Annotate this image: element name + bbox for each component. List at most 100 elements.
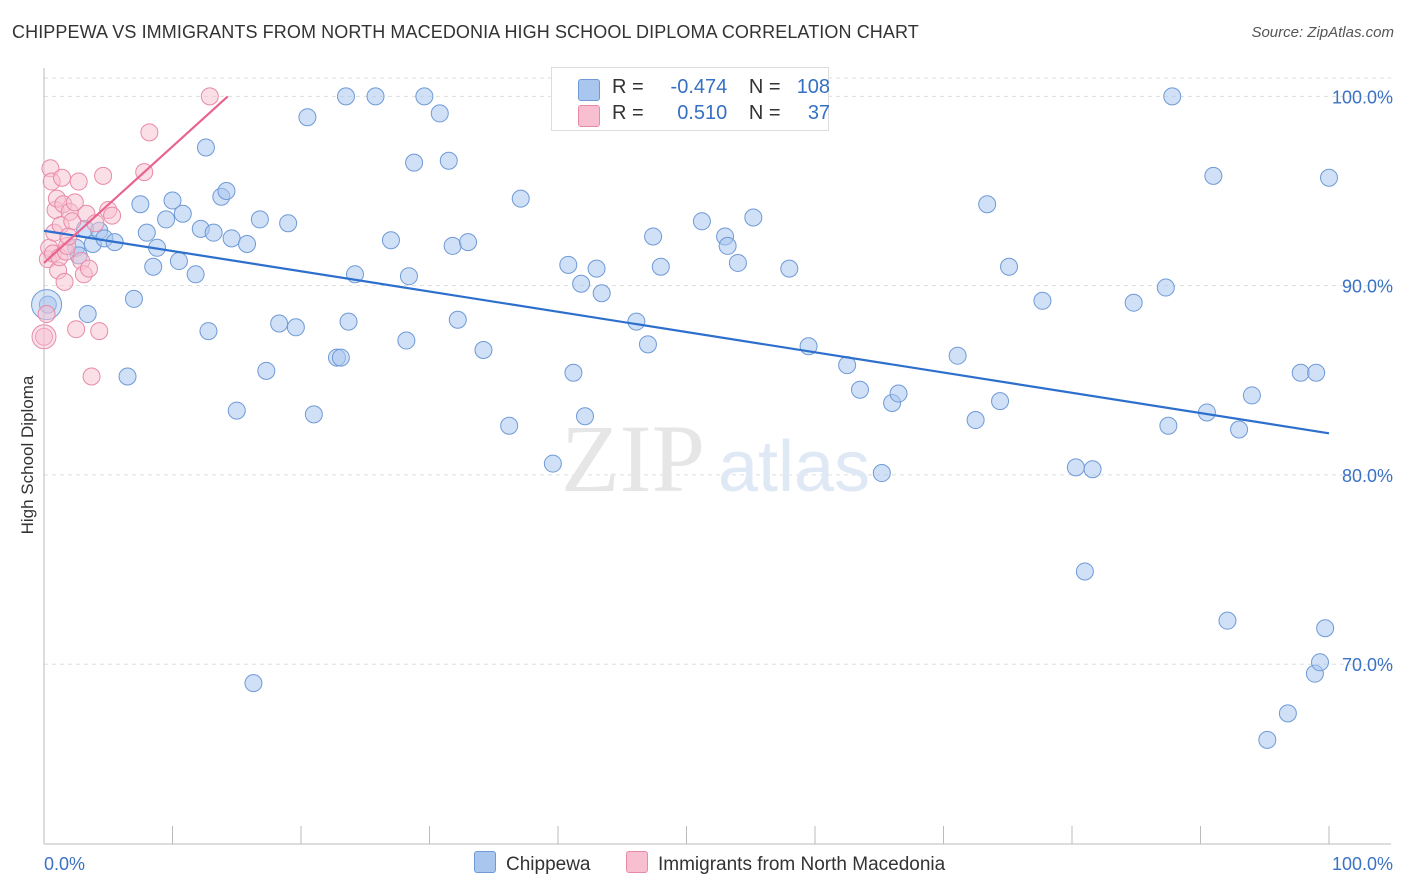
chippewa-point	[137, 223, 156, 242]
chippewa-point	[199, 322, 218, 341]
legend-r-value: -0.474	[670, 76, 728, 98]
chippewa-point	[1242, 386, 1261, 405]
chippewa-point	[227, 401, 246, 420]
chippewa-point	[279, 214, 298, 233]
axes	[43, 68, 1391, 845]
chippewa-point	[511, 189, 530, 208]
north-macedonia-point	[103, 206, 122, 225]
y-tick-label: 100.0%	[1332, 87, 1393, 107]
north-macedonia-point	[79, 259, 98, 278]
chippewa-point	[443, 236, 462, 255]
chippewa-point	[124, 289, 143, 308]
chippewa-point	[978, 195, 997, 214]
north-macedonia-point	[94, 166, 113, 185]
chippewa-point	[169, 252, 188, 271]
chippewa-point	[157, 210, 176, 229]
chippewa-point	[217, 182, 236, 201]
y-tick-label: 70.0%	[1342, 655, 1393, 675]
bottom-legend-chippewa: Chippewa	[474, 851, 591, 876]
chippewa-point	[331, 348, 350, 367]
watermark: ZIP atlas	[561, 405, 870, 512]
chippewa-point	[1066, 458, 1085, 477]
chippewa-point	[1159, 416, 1178, 435]
legend-n-label: N =	[748, 102, 781, 124]
chippewa-point	[1000, 257, 1019, 276]
legend-swatch-blue	[578, 79, 600, 101]
chippewa-point	[728, 253, 747, 272]
chippewa-point	[889, 384, 908, 403]
chippewa-point	[186, 265, 205, 284]
north-macedonia-trend-line	[43, 95, 229, 264]
chippewa-point	[204, 223, 223, 242]
chippewa-point	[474, 341, 493, 360]
chippewa-point	[78, 305, 97, 324]
chippewa-point	[405, 153, 424, 172]
chippewa-point	[543, 454, 562, 473]
chippewa-point	[780, 259, 799, 278]
chippewa-point	[257, 361, 276, 380]
chippewa-point	[948, 346, 967, 365]
gridlines	[44, 77, 1391, 665]
x-tick-label: 0.0%	[44, 854, 85, 874]
north-macedonia-point	[55, 272, 74, 291]
chippewa-point	[1307, 363, 1326, 382]
bottom-legend-label: Chippewa	[506, 854, 591, 875]
correlation-legend: R = -0.474 N = 108 R = 0.510 N = 37	[551, 67, 831, 131]
north-macedonia-point	[37, 305, 56, 324]
chippewa-point	[238, 235, 257, 254]
north-macedonia-points	[31, 87, 219, 386]
chippewa-point	[163, 191, 182, 210]
source-label: Source: ZipAtlas.com	[1251, 24, 1394, 41]
chippewa-point	[718, 236, 737, 255]
chippewa-point	[991, 392, 1010, 411]
chippewa-point	[250, 210, 269, 229]
chippewa-point	[627, 312, 646, 331]
north-macedonia-point	[52, 168, 71, 187]
bottom-swatch-blue	[474, 851, 496, 873]
chippewa-point	[399, 267, 418, 286]
chippewa-point	[339, 312, 358, 331]
chippewa-point	[559, 255, 578, 274]
chippewa-point	[118, 367, 137, 386]
legend-swatch-pink	[578, 105, 600, 127]
chippewa-point	[459, 233, 478, 252]
chippewa-point	[366, 87, 385, 106]
chippewa-point	[644, 227, 663, 246]
legend-n-label: N =	[748, 76, 781, 98]
bottom-swatch-pink	[626, 851, 648, 873]
legend-r-label: R =	[612, 102, 644, 124]
trend-lines	[43, 95, 1330, 435]
watermark-atlas: atlas	[718, 427, 870, 507]
north-macedonia-point	[35, 327, 53, 346]
chippewa-point	[222, 229, 241, 248]
chippewa-point	[1163, 87, 1182, 106]
y-tick-label: 80.0%	[1342, 466, 1393, 486]
chippewa-point	[1075, 562, 1094, 581]
north-macedonia-point	[90, 322, 109, 341]
north-macedonia-point	[69, 172, 88, 191]
chippewa-point	[1311, 653, 1330, 672]
north-macedonia-point	[200, 87, 219, 106]
chippewa-point	[1218, 611, 1237, 630]
chippewa-point	[430, 104, 449, 123]
chippewa-point	[1083, 460, 1102, 479]
chippewa-point	[1320, 168, 1338, 187]
chippewa-point	[397, 331, 416, 350]
bottom-legend-macedonia: Immigrants from North Macedonia	[626, 851, 945, 876]
x-tick-label: 100.0%	[1332, 854, 1393, 874]
chippewa-point	[592, 284, 611, 303]
chippewa-point	[587, 259, 606, 278]
chippewa-point	[564, 363, 583, 382]
chippewa-point	[966, 411, 985, 430]
chippewa-point	[872, 464, 891, 483]
chippewa-point	[1258, 730, 1277, 749]
chippewa-point	[1033, 291, 1052, 310]
legend-n-value: 37	[807, 102, 831, 124]
chippewa-point	[500, 416, 519, 435]
chippewa-point	[196, 138, 215, 157]
chippewa-point	[415, 87, 434, 106]
chippewa-point	[286, 318, 305, 337]
chippewa-point	[1230, 420, 1249, 439]
chippewa-point	[744, 208, 763, 227]
